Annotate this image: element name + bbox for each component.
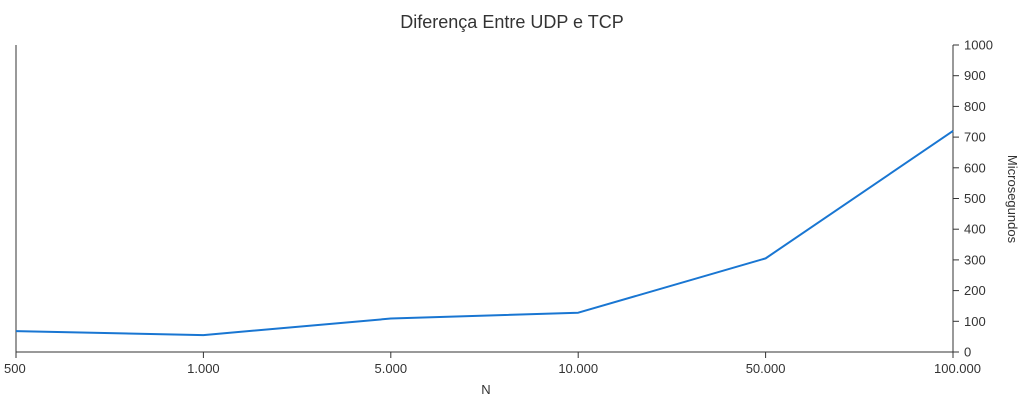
data-point <box>576 311 580 315</box>
y-tick-label: 500 <box>964 191 986 206</box>
y-tick-label: 100 <box>964 314 986 329</box>
chart-title: Diferença Entre UDP e TCP <box>400 12 623 32</box>
data-point <box>14 329 18 333</box>
y-tick-label: 800 <box>964 99 986 114</box>
y-tick-label: 0 <box>964 345 971 360</box>
y-tick-label: 1000 <box>964 38 993 53</box>
x-tick-label: 1.000 <box>187 361 220 376</box>
x-tick-label: 500 <box>4 361 26 376</box>
y-axis-ticks: 0 100 200 300 400 500 600 700 800 900 1000 <box>953 38 993 360</box>
y-tick-label: 200 <box>964 283 986 298</box>
x-axis-title: N <box>481 382 490 397</box>
x-tick-label: 50.000 <box>746 361 786 376</box>
data-point <box>951 129 955 133</box>
y-tick-label: 900 <box>964 68 986 83</box>
y-tick-label: 600 <box>964 160 986 175</box>
series-line <box>15 130 954 337</box>
data-point <box>201 333 205 337</box>
y-axis-title: Microsegundos <box>1005 155 1020 244</box>
y-tick-label: 300 <box>964 252 986 267</box>
x-tick-label: 10.000 <box>558 361 598 376</box>
series-layer <box>14 129 955 337</box>
data-point <box>764 256 768 260</box>
x-axis-ticks: 500 1.000 5.000 10.000 50.000 100.000 <box>4 352 981 376</box>
y-tick-label: 700 <box>964 130 986 145</box>
data-point <box>389 317 393 321</box>
y-tick-label: 400 <box>964 222 986 237</box>
x-tick-label: 100.000 <box>934 361 981 376</box>
x-tick-label: 5.000 <box>375 361 408 376</box>
